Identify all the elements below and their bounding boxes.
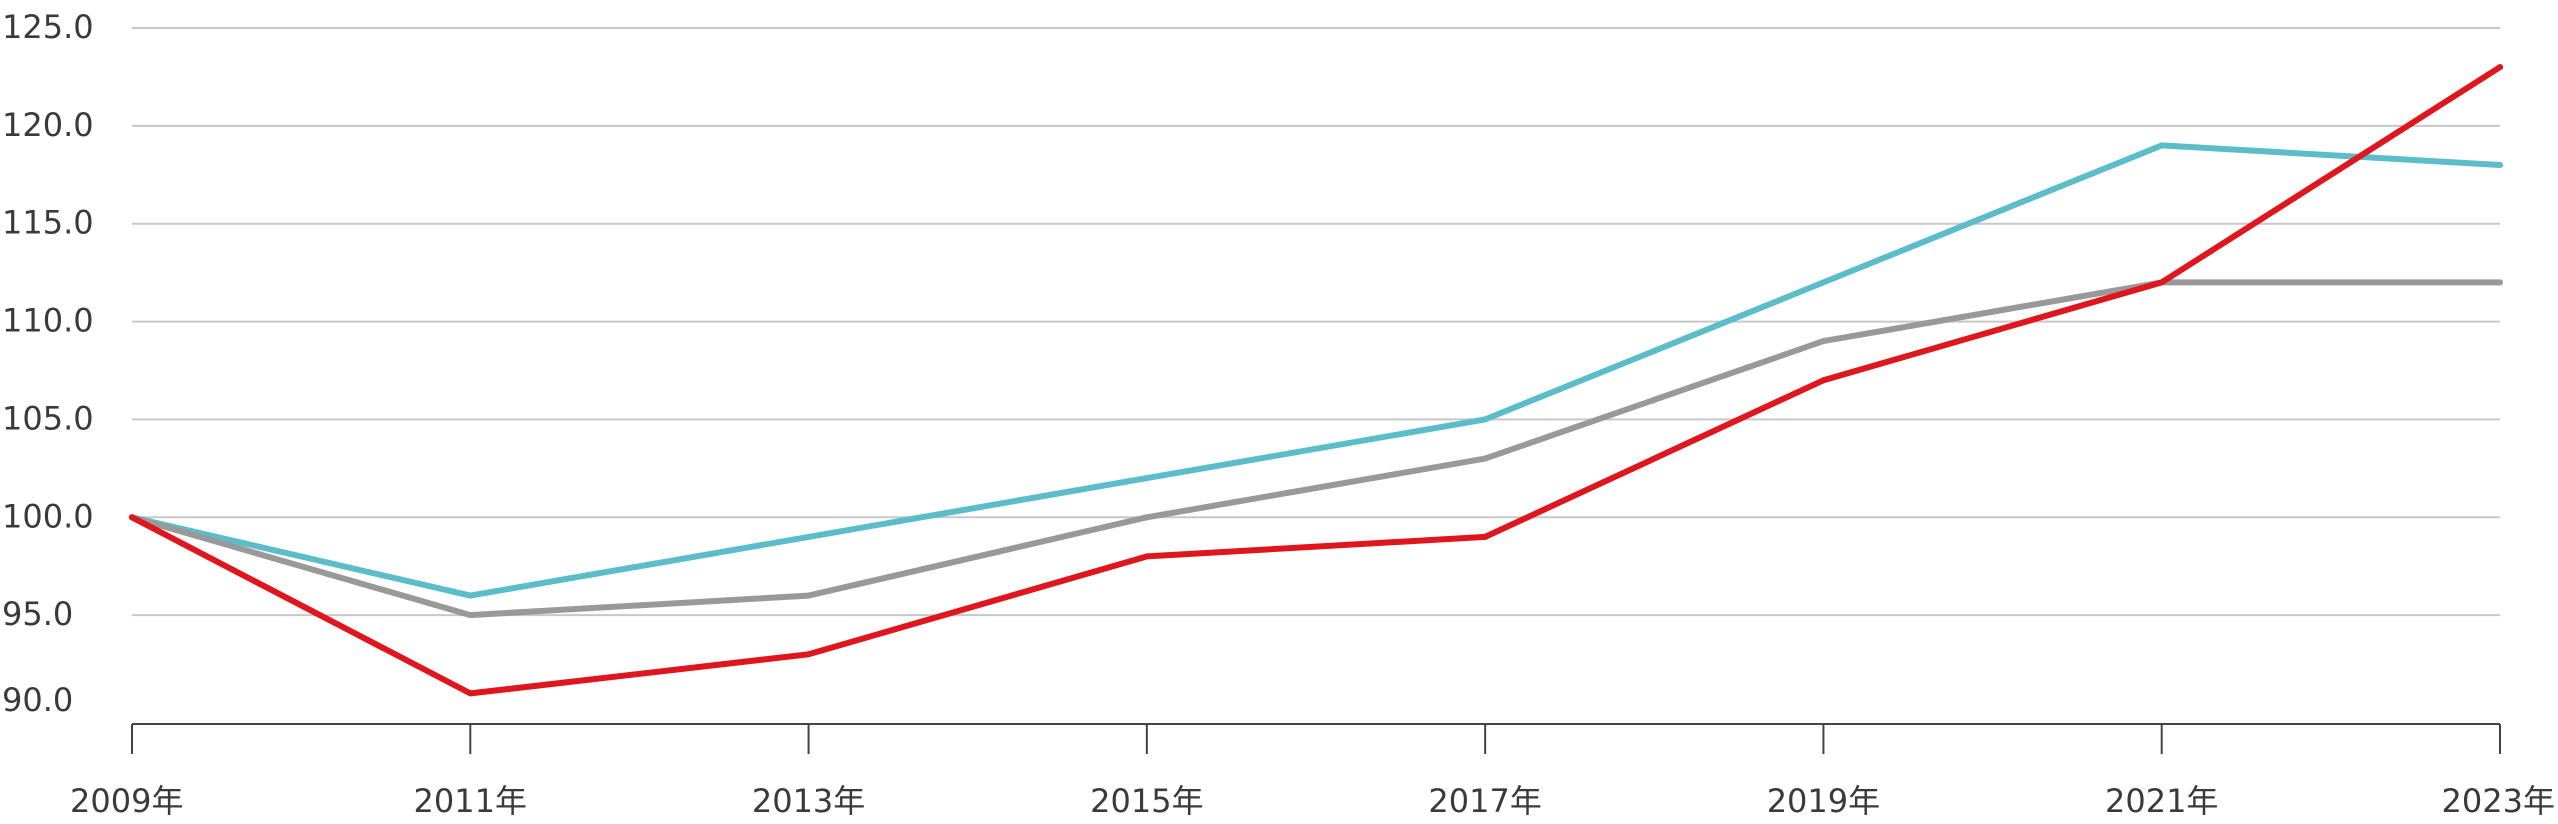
y-tick-label: 105.0	[2, 399, 94, 437]
data-point	[2158, 279, 2165, 286]
y-tick-label: 100.0	[2, 497, 94, 535]
data-point	[805, 651, 812, 658]
y-tick-labels: 90.0 95.0 100.0 105.0 110.0 115.0 120.0 125.0	[2, 8, 94, 719]
data-point	[2497, 162, 2503, 168]
series-line-3	[129, 64, 2503, 697]
data-point	[2497, 64, 2503, 71]
y-tick-label: 110.0	[2, 302, 94, 340]
x-tick-label: 2023年	[2442, 782, 2555, 820]
x-tick-label: 2015年	[1090, 782, 1203, 820]
data-point	[1820, 279, 1827, 286]
data-point	[1143, 475, 1150, 482]
x-axis	[131, 723, 2501, 754]
y-tick-label: 115.0	[2, 204, 94, 242]
data-point	[129, 514, 135, 521]
data-point	[1482, 533, 1489, 540]
series-lines	[129, 64, 2503, 697]
y-tick-label: 95.0	[2, 595, 73, 633]
data-point	[805, 592, 812, 599]
data-point	[1482, 455, 1489, 462]
data-point	[2158, 142, 2165, 149]
data-point	[1143, 553, 1150, 560]
x-tick-labels: 2009年 2011年 2013年 2015年 2017年 2019年 2021年 2023年	[70, 782, 2555, 820]
data-point	[467, 612, 474, 619]
series-line-2	[129, 279, 2503, 619]
x-tick-label: 2011年	[414, 782, 527, 820]
x-tick-label: 2013年	[752, 782, 865, 820]
y-tick-label: 90.0	[2, 681, 73, 719]
data-point	[1820, 377, 1827, 384]
data-point	[805, 533, 812, 540]
data-point	[467, 690, 474, 697]
data-point	[2497, 279, 2503, 286]
y-tick-label: 125.0	[2, 8, 94, 46]
grid-lines	[132, 27, 2500, 617]
x-tick-label: 2009年	[70, 782, 183, 820]
series-line-1	[129, 142, 2503, 599]
data-point	[1820, 338, 1827, 345]
data-point	[1143, 514, 1150, 521]
x-tick-label: 2017年	[1428, 782, 1541, 820]
y-tick-label: 120.0	[2, 106, 94, 144]
x-tick-label: 2019年	[1767, 782, 1880, 820]
data-point	[467, 592, 474, 599]
data-point	[1482, 416, 1489, 423]
x-tick-label: 2021年	[2105, 782, 2218, 820]
